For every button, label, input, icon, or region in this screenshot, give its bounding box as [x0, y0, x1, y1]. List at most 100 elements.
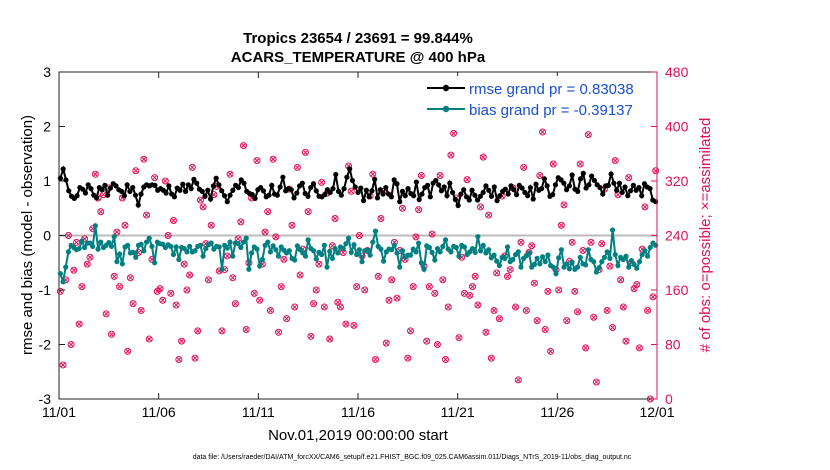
obs-count-marker — [110, 272, 118, 280]
rmse-point — [127, 188, 133, 194]
bias-point — [399, 248, 406, 254]
obs-count-marker — [490, 306, 498, 314]
bias-point — [591, 259, 597, 265]
obs-count-marker — [129, 300, 137, 308]
rmse-point — [124, 182, 130, 188]
bias-point — [416, 240, 422, 246]
rmse-point — [436, 182, 442, 188]
y-left-tick-label: -2 — [39, 337, 52, 353]
bias-point — [125, 242, 131, 248]
obs-count-marker — [353, 283, 361, 291]
obs-count-marker — [504, 272, 511, 280]
rmse-point — [586, 182, 592, 188]
rmse-point — [625, 193, 631, 199]
rmse-point — [619, 189, 625, 196]
bias-point — [518, 264, 524, 270]
rmse-point — [550, 192, 556, 198]
obs-count-marker — [563, 317, 571, 325]
bias-point — [119, 261, 125, 267]
obs-count-marker — [342, 320, 350, 328]
rmse-point — [177, 187, 183, 193]
bias-point — [108, 243, 115, 249]
obs-count-marker — [315, 260, 323, 268]
bias-point — [372, 228, 379, 234]
obs-count-marker — [407, 327, 415, 335]
bias-point — [628, 257, 635, 264]
rmse-point — [205, 187, 211, 193]
rmse-point — [544, 183, 550, 189]
rmse-point — [441, 184, 447, 190]
bias-point — [537, 261, 543, 267]
bias-point — [453, 244, 459, 251]
rmse-point — [419, 191, 425, 197]
obs-count-marker — [361, 286, 369, 294]
obs-count-marker — [231, 300, 239, 308]
rmse-point — [366, 194, 372, 200]
rmse-point — [327, 189, 333, 196]
bias-point — [604, 249, 610, 255]
y-axis-right: 0 80 160 240 320 400 480 — [651, 64, 689, 407]
obs-count-marker — [611, 157, 619, 165]
obs-count-marker — [180, 260, 188, 268]
bias-point — [345, 235, 352, 241]
obs-count-marker — [506, 266, 514, 274]
rmse-point — [249, 192, 255, 198]
obs-count-marker — [633, 281, 641, 289]
bias-point — [515, 249, 521, 255]
obs-count-marker — [439, 276, 447, 284]
rmse-point — [235, 184, 241, 191]
bias-point — [491, 252, 497, 258]
bias-point — [615, 262, 621, 269]
y-left-tick-label: 0 — [43, 228, 51, 244]
obs-count-marker — [196, 196, 204, 204]
obs-count-marker — [108, 330, 116, 338]
obs-count-marker — [382, 339, 390, 347]
bias-point — [370, 239, 376, 245]
obs-count-marker — [175, 355, 183, 363]
obs-count-marker — [161, 177, 169, 185]
bias-point — [642, 248, 648, 254]
bias-point — [324, 264, 330, 270]
obs-count-marker — [485, 211, 493, 219]
chart-title: Tropics 23654 / 23691 = 99.844% — [243, 30, 473, 47]
bias-point — [343, 241, 349, 247]
bias-point — [364, 247, 371, 253]
rmse-point — [221, 193, 228, 199]
bias-point — [235, 241, 241, 247]
bias-point — [273, 247, 279, 253]
bias-point — [60, 279, 66, 285]
obs-count-marker — [137, 306, 145, 314]
bias-point — [356, 247, 362, 253]
rmse-point — [577, 176, 584, 182]
rmse-point — [647, 186, 653, 192]
bias-point — [340, 245, 346, 252]
legend: rmse grand pr = 0.83038 bias grand pr = … — [422, 76, 654, 122]
obs-count-marker — [447, 151, 455, 159]
rmse-point — [488, 193, 495, 199]
bias-point — [286, 248, 292, 254]
obs-count-marker — [167, 289, 175, 297]
rmse-point — [461, 187, 467, 193]
obs-count-marker — [622, 337, 630, 345]
obs-count-marker — [272, 233, 280, 241]
obs-count-marker — [102, 310, 110, 318]
rmse-point — [627, 188, 634, 194]
rmse-point — [561, 180, 567, 186]
rmse-point — [413, 179, 420, 185]
rmse-point — [477, 193, 483, 199]
obs-count-marker — [417, 172, 425, 180]
obs-count-marker — [455, 334, 463, 342]
bias-point — [432, 257, 438, 263]
bias-point — [138, 241, 144, 247]
bias-point — [270, 243, 276, 249]
rmse-point — [138, 191, 144, 197]
obs-count-marker — [242, 326, 250, 334]
bias-point — [265, 239, 271, 245]
obs-count-marker — [64, 232, 72, 239]
bias-point — [607, 255, 613, 261]
rmse-point — [605, 182, 611, 188]
bias-point — [583, 262, 589, 268]
obs-count-marker — [91, 170, 99, 178]
x-axis-label: Nov.01,2019 00:00:00 start — [268, 427, 449, 444]
